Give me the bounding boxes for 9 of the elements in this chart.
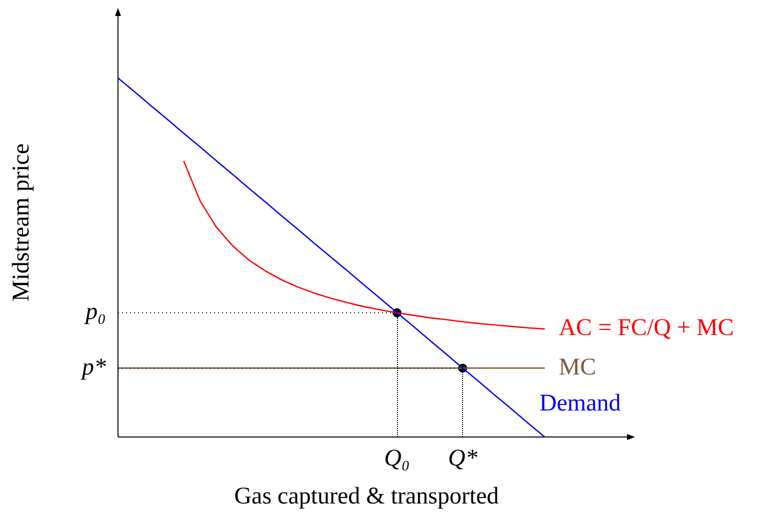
series-label: Demand	[539, 390, 621, 416]
x-tick-label: Q*	[448, 445, 478, 472]
y-axis-title: Midstream price	[8, 144, 34, 302]
x-axis-title: Gas captured & transported	[234, 483, 499, 510]
ref-line-label: p₀	[84, 299, 106, 326]
ref-line-label: p*	[80, 354, 106, 380]
series-label: AC = FC/Q + MC	[558, 315, 734, 342]
series-label: MC	[558, 354, 596, 380]
x-tick-label: Q₀	[384, 445, 410, 472]
